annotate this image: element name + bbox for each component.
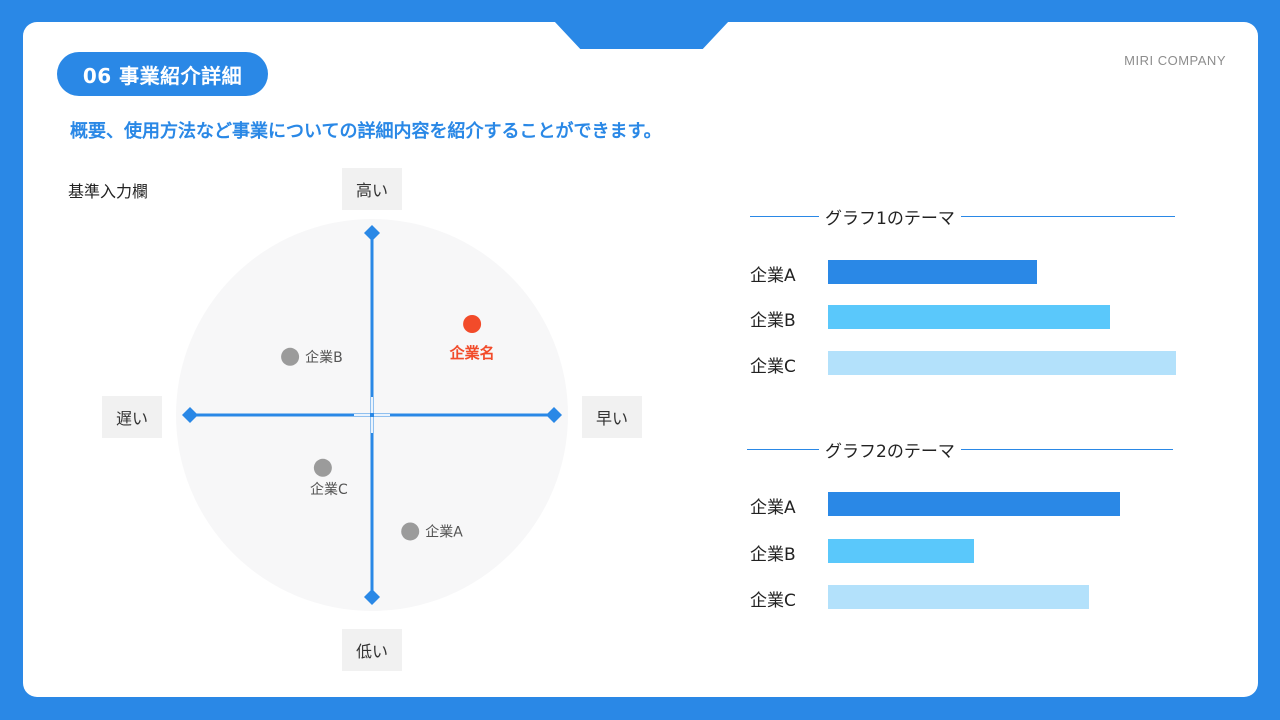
bar-category-label: 企業C xyxy=(750,357,796,377)
diamond-top-icon xyxy=(364,225,380,241)
matrix-point xyxy=(463,315,482,333)
positioning-matrix: 企業名 企業B 企業C 企業A xyxy=(176,219,568,611)
axis-label-right: 早い xyxy=(582,396,642,438)
bar xyxy=(828,305,1110,329)
matrix-point-label: 企業B xyxy=(305,349,343,366)
diamond-right-icon xyxy=(546,407,562,423)
bar-category-label: 企業B xyxy=(750,545,796,565)
axis-center-mark xyxy=(370,413,374,417)
bar xyxy=(828,260,1037,284)
matrix-point xyxy=(401,522,420,541)
axis-label-left: 遅い xyxy=(102,396,162,438)
section-label: 06 事業紹介詳細 xyxy=(57,52,268,96)
axis-label-bottom: 低い xyxy=(342,629,402,671)
chart-title: グラフ2のテーマ xyxy=(819,437,961,462)
bar-category-label: 企業C xyxy=(750,591,796,611)
matrix-point xyxy=(281,347,300,366)
matrix-point-label: 企業A xyxy=(425,523,463,540)
slide-card: 06 事業紹介詳細 MIRI COMPANY 概要、使用方法など事業についての詳… xyxy=(23,22,1258,697)
matrix-label: 基準入力欄 xyxy=(68,182,149,201)
company-name: MIRI COMPANY xyxy=(1124,53,1226,68)
chart-title-rule xyxy=(750,216,1175,217)
matrix-point-label: 企業名 xyxy=(449,344,495,362)
bar xyxy=(828,351,1176,375)
chart-title: グラフ1のテーマ xyxy=(819,204,961,229)
diamond-left-icon xyxy=(182,407,198,423)
diamond-bottom-icon xyxy=(364,589,380,605)
bar xyxy=(828,492,1121,516)
page-subtitle: 概要、使用方法など事業についての詳細内容を紹介することができます。 xyxy=(70,121,662,142)
bar-category-label: 企業B xyxy=(750,311,796,331)
bar-category-label: 企業A xyxy=(750,266,796,286)
bar xyxy=(828,539,975,563)
bar-category-label: 企業A xyxy=(750,498,796,518)
matrix-point-label: 企業C xyxy=(310,481,348,498)
matrix-point xyxy=(313,458,332,477)
bar xyxy=(828,585,1089,609)
top-notch xyxy=(554,22,729,49)
axis-label-top: 高い xyxy=(342,168,402,210)
